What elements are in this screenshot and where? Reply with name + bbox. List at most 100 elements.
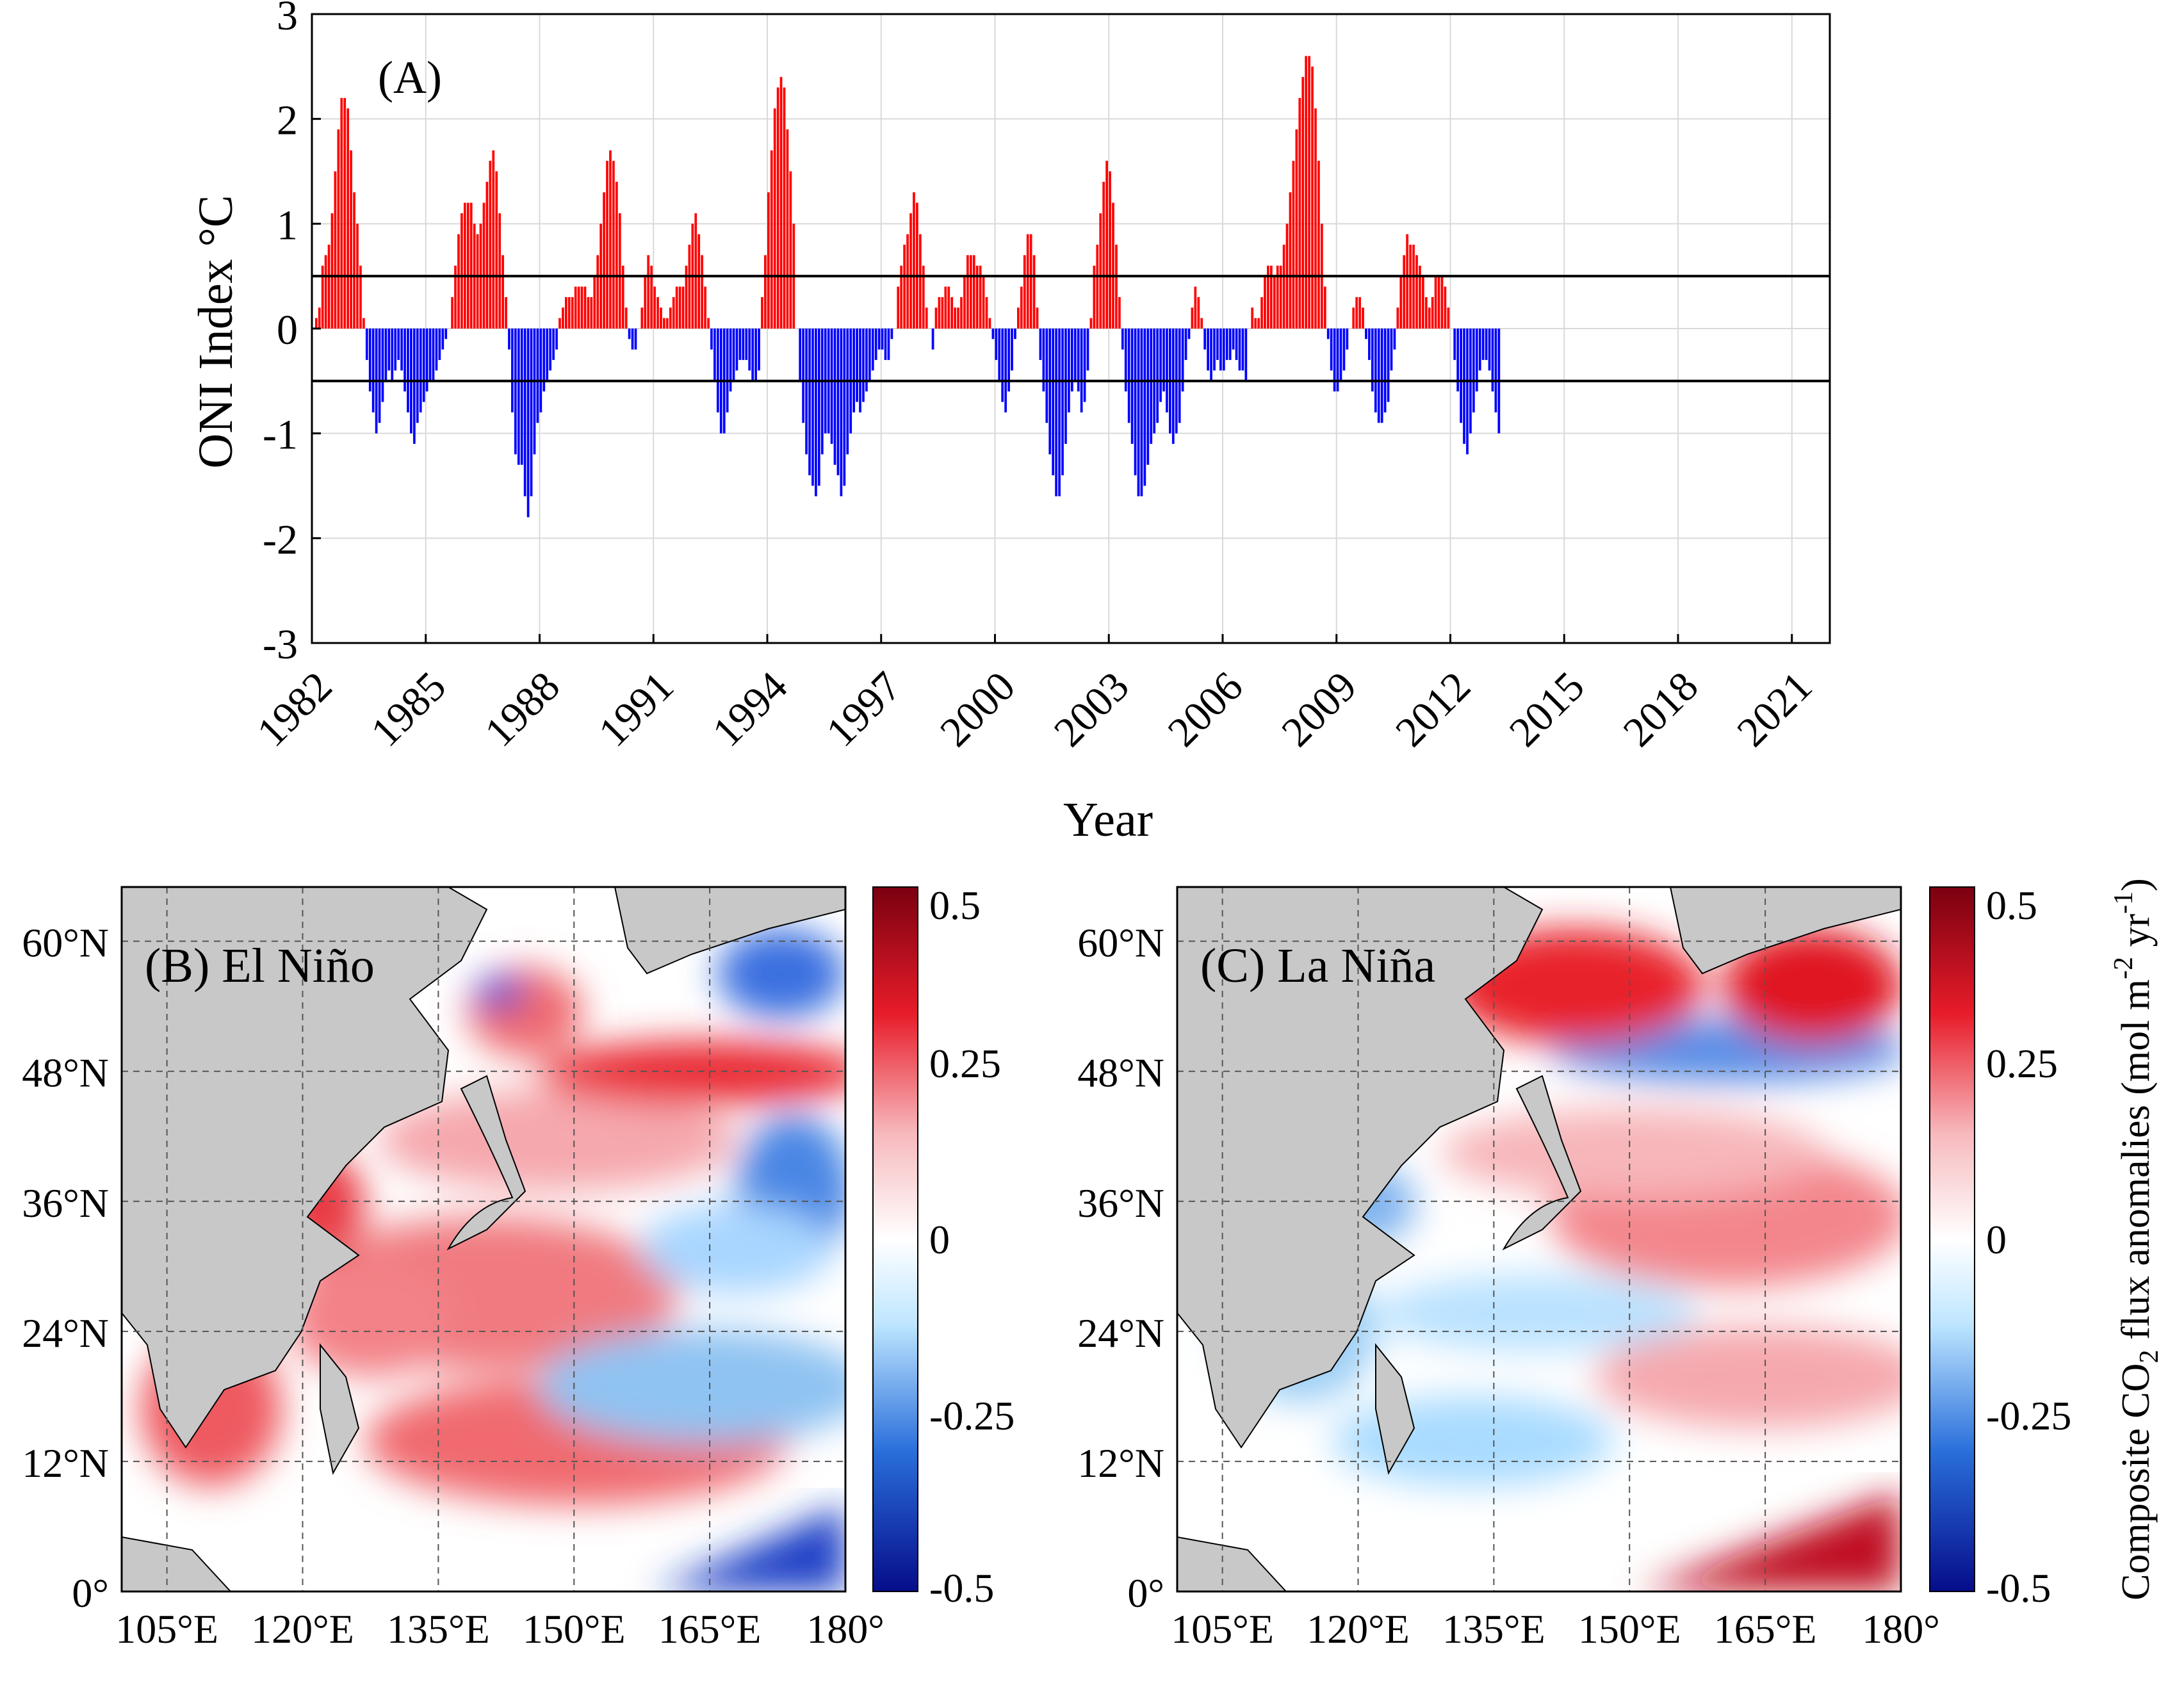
bar-negative [811, 329, 814, 486]
bar-positive [909, 213, 912, 329]
bar-negative [817, 329, 820, 486]
panel-b-el-nino-map: 60°N 48°N 36°N 24°N 12°N 0° 105°E 120°E 135°E 15… [22, 883, 1015, 1652]
c-anomaly-cool [1377, 1274, 1697, 1351]
bar-negative [552, 329, 555, 361]
b-x-tick-label: 120°E [251, 1606, 354, 1652]
bar-negative [508, 329, 510, 350]
bar-positive [606, 161, 608, 329]
c-x-tick-label: 135°E [1442, 1606, 1545, 1652]
bar-positive [590, 297, 593, 329]
bar-positive [947, 286, 950, 329]
b-land-asia [122, 887, 488, 1449]
bar-negative [1330, 329, 1333, 371]
bar-positive [954, 307, 957, 329]
bar-negative [1045, 329, 1048, 423]
a-y-tick-label: -2 [263, 516, 298, 563]
c-x-tick-label: 105°E [1171, 1606, 1274, 1652]
bar-negative [517, 329, 520, 465]
bar-negative [526, 329, 530, 517]
bar-positive [1118, 297, 1121, 329]
bar-positive [489, 161, 492, 329]
bar-positive [897, 286, 900, 329]
bar-positive [567, 297, 571, 329]
bar-negative [555, 329, 558, 350]
bar-positive [1254, 318, 1257, 329]
bar-negative [1187, 329, 1191, 339]
bar-negative [808, 329, 811, 476]
b-x-tick-label: 135°E [387, 1606, 490, 1652]
bar-negative [1383, 329, 1387, 412]
bar-negative [407, 329, 409, 412]
bar-negative [419, 329, 422, 412]
bar-positive [463, 202, 466, 329]
b-y-ticks: 60°N 48°N 36°N 24°N 12°N 0° [22, 920, 109, 1616]
bar-negative [1001, 329, 1004, 402]
bar-negative [884, 329, 887, 361]
bar-negative [729, 329, 732, 392]
bar-positive [587, 297, 590, 329]
bar-positive [1282, 245, 1285, 329]
a-x-tick-label: 2006 [1159, 663, 1252, 756]
bar-positive [1267, 265, 1269, 329]
bar-positive [761, 297, 763, 329]
bar-positive [963, 276, 966, 329]
c-colorbar-tick-label: 0 [1986, 1217, 2007, 1262]
bar-positive [485, 181, 489, 329]
bar-negative [1210, 329, 1212, 381]
bar-negative [726, 329, 729, 412]
bar-negative [1225, 329, 1228, 361]
b-land-kamchatka [614, 887, 845, 975]
bar-positive [353, 192, 355, 329]
bar-positive [466, 202, 469, 329]
bar-negative [1393, 329, 1396, 350]
bar-positive [1200, 318, 1203, 329]
bar-negative [1121, 329, 1124, 350]
bar-positive [1415, 255, 1418, 329]
bar-negative [859, 329, 861, 412]
bar-negative [1014, 329, 1016, 339]
c-gridlines [1177, 887, 1901, 1591]
bar-negative [1453, 329, 1456, 361]
b-y-tick-label: 0° [72, 1570, 109, 1616]
bar-negative [422, 329, 425, 402]
bar-positive [985, 297, 988, 329]
bar-positive [501, 255, 504, 329]
c-anomaly-warm [1723, 929, 1901, 1044]
bar-negative [830, 329, 833, 444]
bar-negative [416, 329, 419, 423]
bar-positive [663, 318, 665, 329]
bar-positive [669, 307, 672, 329]
bar-negative [1004, 329, 1007, 412]
bar-positive [1197, 297, 1200, 329]
bar-negative [1150, 329, 1153, 444]
bar-positive [1089, 318, 1093, 329]
b-land-japan [446, 1075, 526, 1251]
b-anomaly-cool [538, 1329, 845, 1444]
b-x-tick-label: 150°E [523, 1606, 626, 1652]
a-x-tick-label: 2012 [1387, 663, 1479, 756]
bar-negative [887, 329, 890, 361]
bar-negative [815, 329, 817, 496]
bar-negative [435, 329, 438, 371]
colorbar-label-mid: yr [2114, 913, 2158, 957]
bar-negative [1130, 329, 1134, 444]
bar-negative [890, 329, 893, 339]
bar-negative [1007, 329, 1010, 392]
bar-negative [1466, 329, 1469, 455]
bar-negative [1127, 329, 1130, 423]
bar-negative [428, 329, 432, 381]
bar-positive [665, 318, 669, 329]
bar-negative [1216, 329, 1219, 361]
bar-negative [833, 329, 836, 465]
b-anomaly-warm [538, 1041, 845, 1105]
bar-negative [735, 329, 738, 371]
b-x-tick-label: 165°E [658, 1606, 762, 1652]
bar-positive [1194, 286, 1197, 329]
b-colorbar-tick-label: -0.25 [929, 1393, 1015, 1438]
a-x-tick-label: 1982 [249, 663, 341, 756]
bar-negative [881, 329, 884, 350]
bar-negative [871, 329, 874, 371]
a-y-tick-label: 0 [277, 307, 298, 354]
bar-positive [1419, 265, 1421, 329]
bar-positive [1102, 181, 1105, 329]
